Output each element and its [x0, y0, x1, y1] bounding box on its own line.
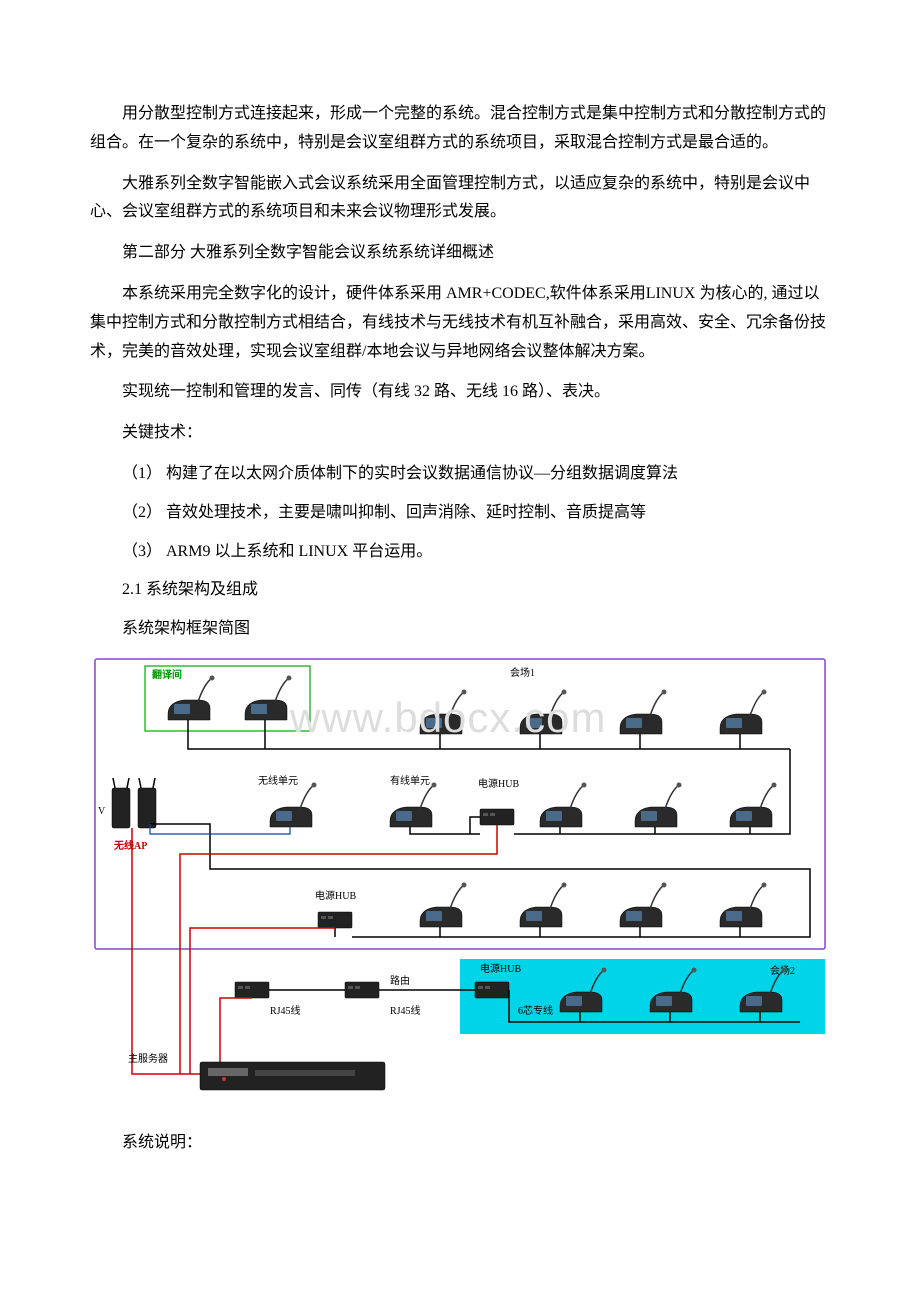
venue1-mic-r2-3	[730, 782, 777, 827]
venue1-mic-r1-2	[520, 689, 567, 734]
wireless-unit-mic	[270, 782, 317, 827]
paragraph-4: 本系统采用完全数字化的设计，硬件体系采用 AMR+CODEC,软件体系采用LIN…	[90, 280, 830, 366]
venue1-mic-r1-4	[720, 689, 767, 734]
wireless-unit-label: 无线单元	[258, 774, 298, 787]
rj45-label-2: RJ45线	[390, 1004, 421, 1017]
section-2-1-subheading: 系统架构框架简图	[90, 615, 830, 644]
power-hub-label-3: 电源HUB	[480, 962, 521, 975]
router-device	[345, 982, 379, 998]
venue1-mic-r3-1	[420, 882, 467, 927]
key-tech-heading: 关键技术：	[90, 419, 830, 448]
ap-v-label: V	[98, 806, 106, 817]
rj45-label-1: RJ45线	[270, 1004, 301, 1017]
wireless-ap-2	[138, 778, 156, 828]
power-hub-row3	[318, 912, 352, 928]
paragraph-2: 大雅系列全数字智能嵌入式会议系统采用全面管理控制方式，以适应复杂的系统中，特别是…	[90, 170, 830, 228]
wired-unit-label: 有线单元	[390, 774, 430, 787]
paragraph-1: 用分散型控制方式连接起来，形成一个完整的系统。混合控制方式是集中控制方式和分散控…	[90, 100, 830, 158]
section-2-1-heading: 2.1 系统架构及组成	[90, 576, 830, 605]
venue1-mic-r3-3	[620, 882, 667, 927]
router-label: 路由	[390, 974, 410, 987]
power-hub-label-1: 电源HUB	[478, 777, 519, 790]
wireless-ap-1	[112, 778, 130, 828]
system-description-heading: 系统说明：	[90, 1129, 830, 1158]
cable-row3	[150, 824, 810, 937]
key-tech-item-1: （1） 构建了在以太网介质体制下的实时会议数据通信协议—分组数据调度算法	[90, 460, 830, 489]
wired-unit-mic	[390, 782, 437, 827]
router-hub-1	[235, 982, 269, 998]
venue1-mic-r1-1	[420, 689, 467, 734]
section-heading-part2: 第二部分 大雅系列全数字智能会议系统系统详细概述	[90, 239, 830, 268]
power-hub-venue2	[475, 982, 509, 998]
cable-wireless-link	[150, 824, 290, 834]
key-tech-item-3: （3） ARM9 以上系统和 LINUX 平台运用。	[90, 538, 830, 567]
venue1-mic-r2-2	[635, 782, 682, 827]
paragraph-5: 实现统一控制和管理的发言、同传（有线 32 路、无线 16 路）、表决。	[90, 378, 830, 407]
main-server-label: 主服务器	[128, 1052, 168, 1065]
venue1-mic-r1-3	[620, 689, 667, 734]
cable-row1	[188, 720, 790, 749]
venue1-label: 会场1	[510, 666, 535, 679]
wireless-ap-label: 无线AP	[113, 839, 147, 852]
translation-label: 翻译间	[152, 668, 182, 681]
translation-mic-1	[168, 675, 215, 720]
venue1-mic-r2-1	[540, 782, 587, 827]
power-hub-row2	[480, 809, 514, 825]
key-tech-item-2: （2） 音效处理技术，主要是啸叫抑制、回声消除、延时控制、音质提高等	[90, 499, 830, 528]
system-architecture-diagram: 翻译间 会场1 无线单元 有线单元 电源HUB	[90, 654, 830, 1114]
core6-label: 6芯专线	[518, 1004, 553, 1017]
power-hub-label-2: 电源HUB	[315, 889, 356, 902]
venue1-mic-r3-4	[720, 882, 767, 927]
translation-mic-2	[245, 675, 292, 720]
cable-red-hub3	[190, 928, 335, 1074]
venue1-mic-r3-2	[520, 882, 567, 927]
